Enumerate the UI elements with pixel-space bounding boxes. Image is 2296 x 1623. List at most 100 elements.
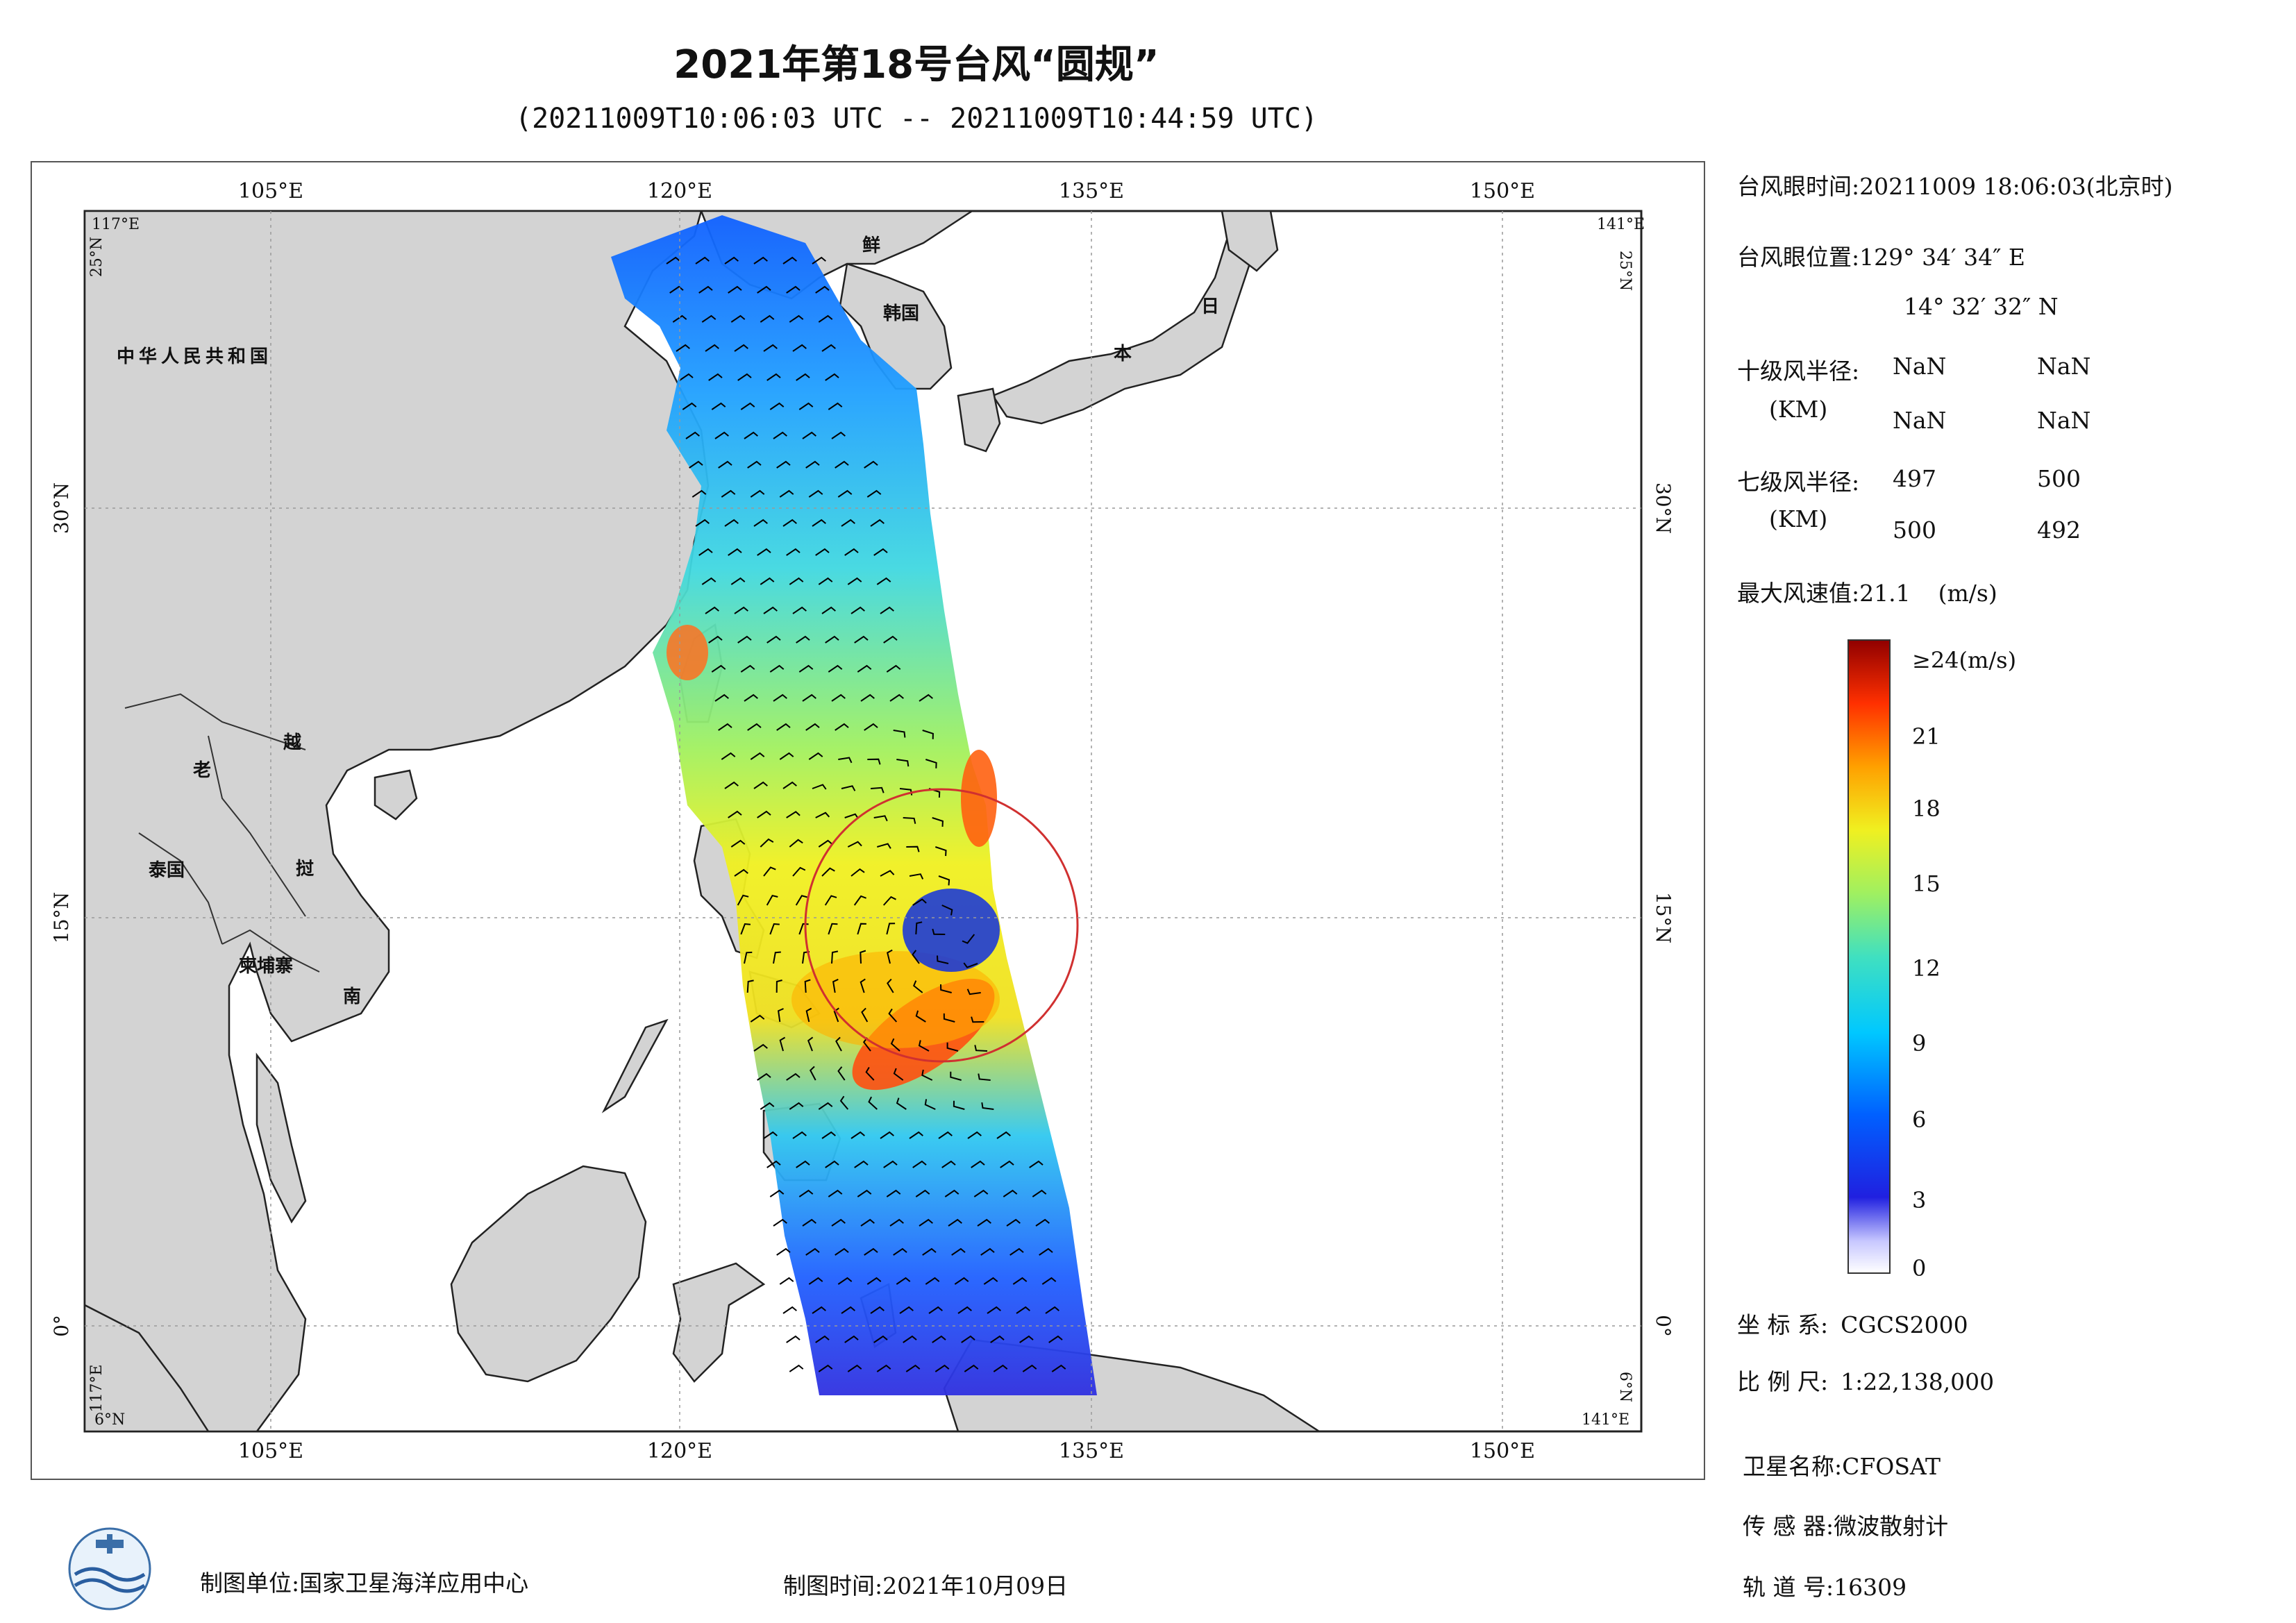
land-korea [839,262,953,390]
wind-barb [1019,1335,1034,1343]
wind-barb [782,256,797,264]
r7-unit: (KM) [1769,505,1828,532]
wind-barb [818,314,833,323]
wind-barb [766,1160,781,1168]
wind-barb [919,1218,933,1227]
land-sumatra [83,1303,210,1433]
wind-barb [815,548,830,556]
colorbar-tick-24: ≥24(m/s) [1912,647,2017,673]
wind-barb [776,1247,791,1256]
r10-label: 十级风半径: [1737,358,1860,385]
wind-barb [782,781,797,789]
wind-barb [825,373,839,381]
label-japan-2: 本 [1114,344,1132,364]
wind-barb [1006,1218,1021,1227]
colorbar-tick-6: 6 [1912,1107,1927,1133]
wind-barb [740,923,751,935]
wind-barb [815,812,830,818]
wind-barb [935,846,947,857]
wind-barb [818,1364,833,1372]
wind-barb [815,285,830,294]
wind-barb [1000,1160,1014,1168]
wind-barb [864,460,878,469]
r10-value-nw: NaN [2037,407,2091,434]
wind-barb [808,1277,823,1285]
wind-barb [909,1131,923,1139]
label-laos-2: 挝 [296,859,314,880]
wind-barb [1022,1364,1037,1372]
wind-barb [919,693,933,702]
info-panel: 台风眼时间:20211009 18:06:03(北京时) 台风眼位置:129° … [1736,0,2296,1623]
colorbar-tick-12: 12 [1912,955,1941,982]
wind-barb [841,785,856,791]
wind-barb [737,635,752,644]
wind-barb [769,1189,785,1197]
wind-barb [711,664,726,673]
wind-barb [866,489,882,498]
r7-value-nw: 492 [2037,516,2081,544]
wind-barb [737,894,749,906]
wind-barb [773,431,787,439]
wind-barb [921,1069,933,1081]
wind-barb [938,1131,953,1139]
wind-barb [868,1096,878,1110]
wind-barb [798,664,814,673]
wind-barb [792,866,806,877]
wind-barb [789,1102,804,1110]
land-japan-hokkaido [1221,210,1279,272]
wind-barb [763,1131,778,1139]
wind-barb [825,1160,839,1168]
wind-barb [857,664,872,673]
wind-barb [769,923,780,935]
wind-barb [971,1160,985,1168]
wind-barb [747,723,762,731]
wind-barb [711,402,726,410]
wind-barb [835,1247,849,1256]
lon-label-bottom-1: 105°E [238,1439,303,1463]
map-frame [31,161,1705,1480]
wind-barb [718,723,732,731]
wind-barb [746,979,754,993]
wind-barb [857,1189,872,1197]
wind-barb [937,955,949,964]
wind-barb [860,978,866,993]
wind-barb [744,431,758,439]
wind-barb [905,1364,921,1372]
wind-barb [953,1100,965,1110]
wind-barb [887,949,893,964]
wind-barb [915,1010,926,1023]
wind-barb [779,1277,794,1285]
wind-barb [805,1247,820,1256]
wind-barb [870,787,885,793]
wind-barb [798,923,809,935]
wind-barb [802,693,816,702]
wind-barb [740,664,755,673]
wind-barb [844,1335,859,1343]
wind-barb [847,841,862,848]
wind-barb [760,577,775,585]
wind-barb [966,989,981,995]
wind-barb [779,752,794,760]
wind-barb [896,759,910,767]
wind-barb [689,460,703,469]
crs-row: 坐 标 系: CGCS2000 [1737,1306,1968,1340]
lon-label-top-3: 135°E [1059,179,1124,203]
wind-barb [932,1335,946,1343]
lon-label-top-2: 120°E [647,179,712,203]
wind-barb [1051,1364,1066,1372]
wind-barb [983,1277,998,1285]
wind-barb [886,1189,901,1197]
wind-barb [798,402,814,410]
wind-barb [698,548,713,556]
wind-barb [864,723,878,731]
wind-barb [841,519,855,527]
sensor-label: 传 感 器: [1743,1513,1834,1540]
wind-barb [757,810,771,818]
wind-barb [724,519,739,527]
wind-barb [757,285,771,294]
wind-barb [769,664,785,673]
lon-label-top-4: 150°E [1470,179,1535,203]
wind-barb [808,489,823,498]
label-japan-1: 日 [1201,296,1219,317]
wind-barb [837,489,853,498]
